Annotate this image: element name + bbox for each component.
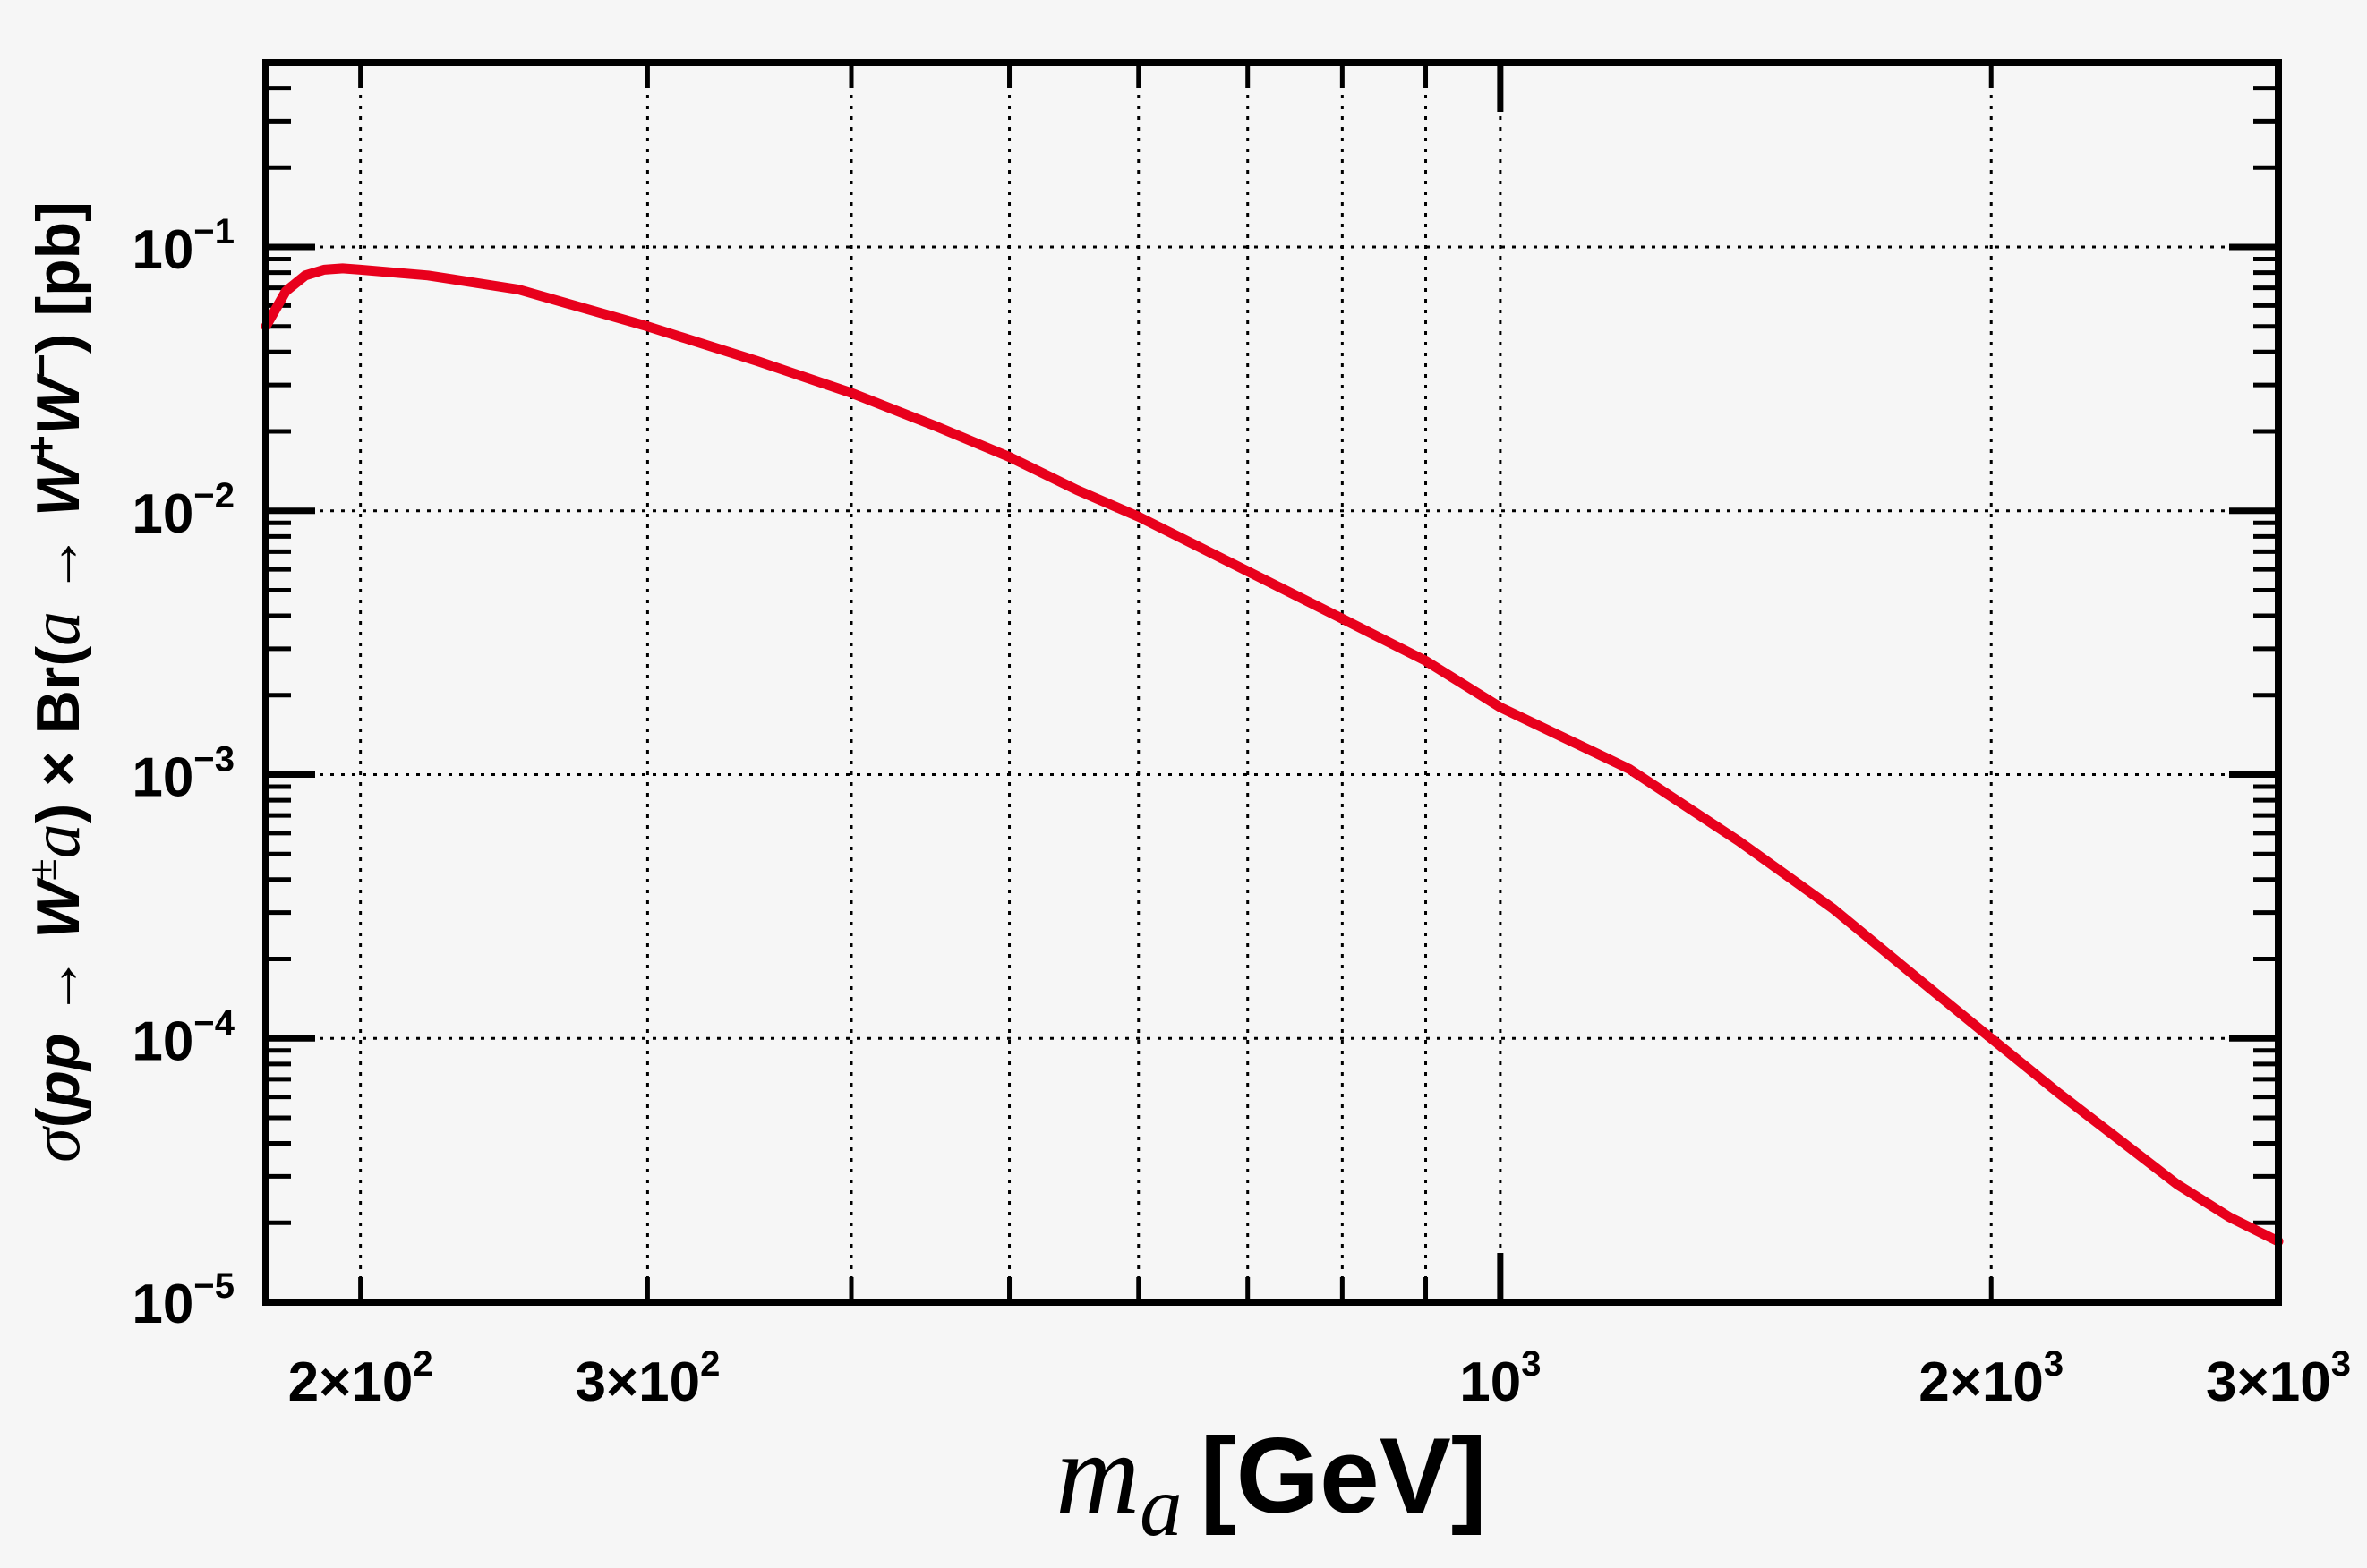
x-axis-title: ma [GeV]: [1055, 1410, 1486, 1554]
x-tick-label: 3×103: [2206, 1344, 2351, 1413]
minor-ticks: [266, 60, 2281, 1302]
series-line: [261, 263, 2284, 1247]
grid: [266, 63, 2278, 1302]
plot-background: [266, 63, 2278, 1302]
y-tick-label: 10−2: [132, 476, 235, 545]
y-tick-labels: 10−1 10−2 10−3 10−4 10−5: [132, 212, 235, 1335]
plot-frame: [262, 59, 2282, 1306]
y-axis-title: σ(pp → W±a) × Br(a → W+W−) [pb]: [16, 201, 94, 1163]
x-tick-label: 103: [1459, 1344, 1541, 1413]
x-tick-label: 2×103: [1918, 1344, 2064, 1413]
x-tick-label: 3×102: [575, 1344, 720, 1413]
y-tick-label: 10−1: [132, 212, 235, 281]
y-tick-label: 10−5: [132, 1266, 235, 1335]
x-tick-label: 2×102: [288, 1344, 433, 1413]
y-tick-label: 10−4: [132, 1003, 235, 1072]
series-layer: [261, 263, 2284, 1247]
y-tick-label: 10−3: [132, 740, 235, 809]
x-tick-labels: 2×102 3×102 103 2×103 3×103: [288, 1344, 2351, 1413]
